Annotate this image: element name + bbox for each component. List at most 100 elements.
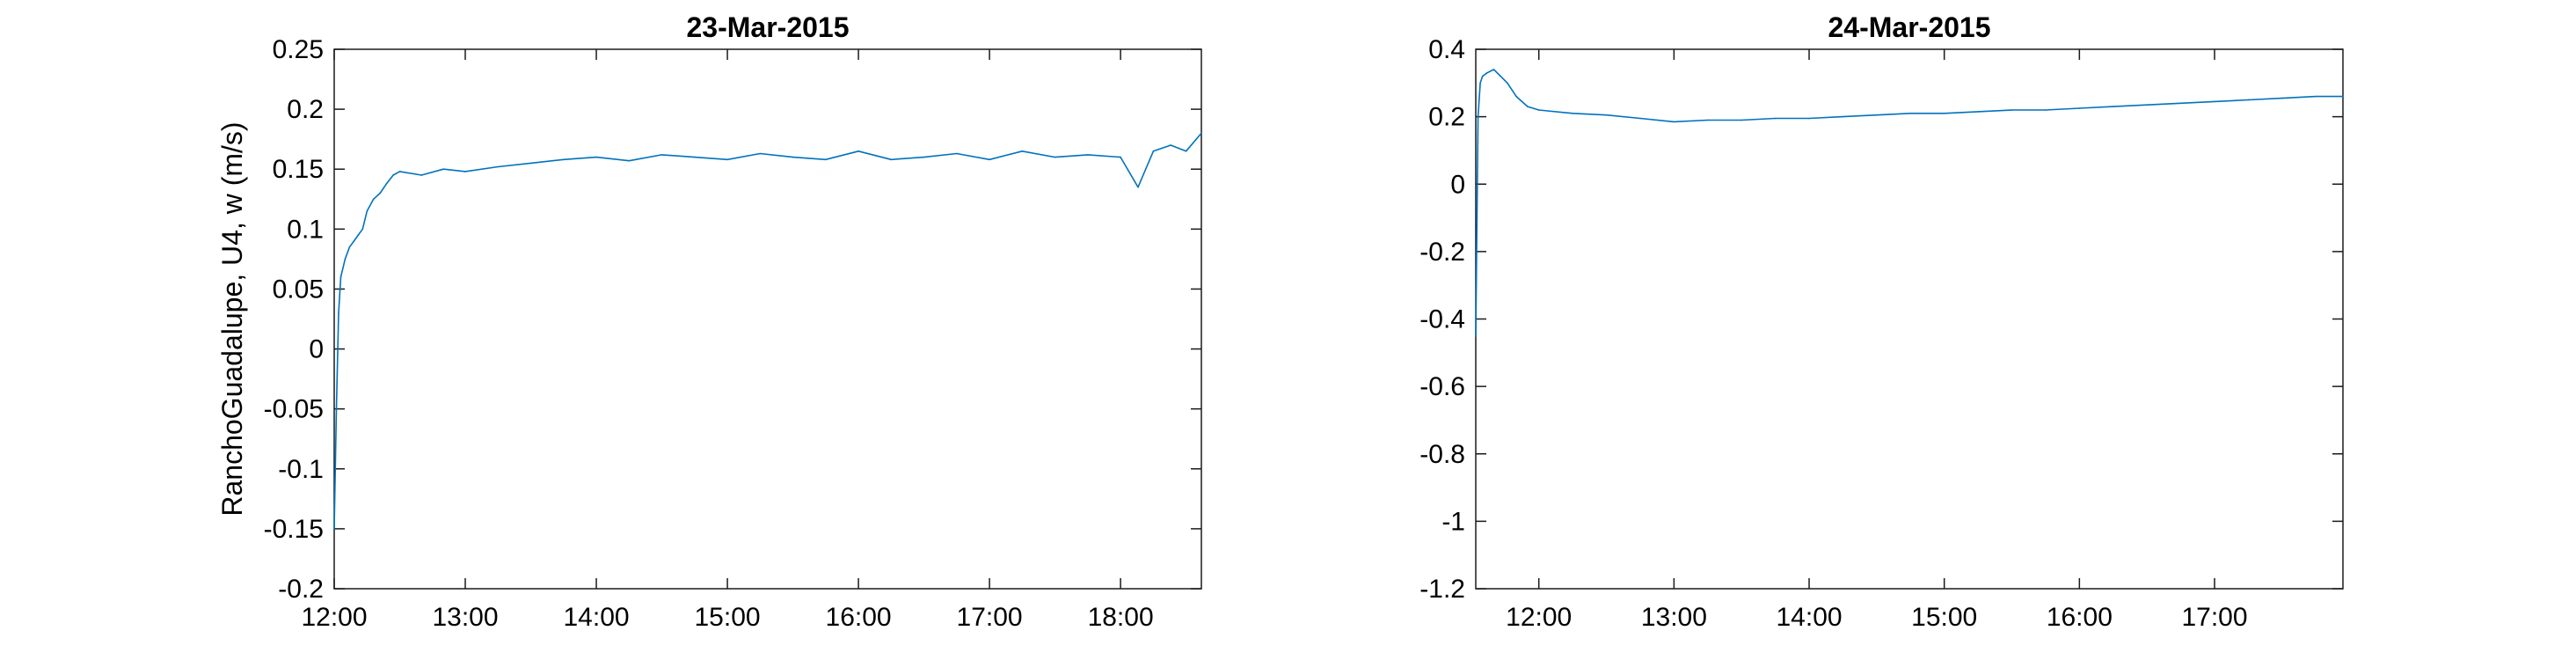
y-tick-label: -1 bbox=[1441, 507, 1465, 536]
data-point bbox=[1842, 115, 1844, 118]
x-tick-label: 17:00 bbox=[2181, 603, 2247, 632]
data-point bbox=[344, 258, 347, 260]
chart-panel-23-mar: 23-Mar-2015 -0.2 -0.15 -0.1 -0.05 0 0.05 0.1 0.1… bbox=[216, 11, 1202, 632]
y-tick-label: 0.4 bbox=[1428, 35, 1465, 64]
data-point bbox=[857, 150, 859, 152]
x-tick-label: 16:00 bbox=[2047, 603, 2113, 632]
x-tick-label: 14:00 bbox=[1776, 603, 1842, 632]
data-point bbox=[2281, 97, 2283, 99]
data-point bbox=[595, 156, 597, 158]
x-tick-label: 18:00 bbox=[1088, 603, 1154, 632]
data-point bbox=[1876, 114, 1878, 116]
data-point bbox=[442, 168, 444, 171]
data-point bbox=[628, 159, 631, 162]
data-point bbox=[2112, 106, 2114, 107]
y-tick-label: 0.15 bbox=[273, 155, 324, 184]
data-point bbox=[366, 210, 369, 212]
data-point bbox=[2214, 100, 2215, 103]
data-point bbox=[2342, 95, 2344, 98]
data-point bbox=[372, 198, 375, 201]
chart-title: 24-Mar-2015 bbox=[1828, 11, 1991, 43]
data-point bbox=[338, 312, 339, 314]
x-tick-label: 12:00 bbox=[1506, 603, 1572, 632]
data-point bbox=[1481, 75, 1484, 77]
data-point bbox=[792, 156, 794, 158]
data-point bbox=[335, 407, 338, 410]
data-point bbox=[1477, 115, 1479, 118]
x-tick-label: 17:00 bbox=[957, 603, 1023, 632]
data-point bbox=[660, 154, 663, 156]
series-line bbox=[1475, 69, 2343, 336]
data-point bbox=[1152, 150, 1155, 152]
data-point bbox=[1120, 156, 1121, 158]
x-tick-label: 13:00 bbox=[432, 603, 498, 632]
y-tick-label: -1.2 bbox=[1419, 575, 1465, 604]
x-tick-label: 14:00 bbox=[563, 603, 629, 632]
data-point bbox=[1808, 117, 1810, 120]
data-point bbox=[398, 171, 401, 172]
data-point bbox=[1605, 114, 1608, 116]
data-point bbox=[420, 174, 423, 176]
y-tick-label: -0.1 bbox=[278, 455, 324, 484]
y-tick-label: -0.05 bbox=[264, 395, 324, 424]
data-point bbox=[956, 152, 958, 155]
y-tick-label: -0.8 bbox=[1419, 440, 1465, 469]
y-tick-label: 0.1 bbox=[287, 215, 324, 244]
data-point bbox=[1673, 121, 1675, 123]
data-point bbox=[923, 156, 925, 158]
data-point bbox=[2010, 109, 2013, 111]
data-point bbox=[2247, 99, 2250, 101]
data-point bbox=[357, 234, 360, 236]
data-point bbox=[2315, 95, 2317, 98]
data-point bbox=[1537, 109, 1540, 111]
y-tick-label: -0.2 bbox=[1419, 238, 1465, 267]
data-point bbox=[333, 528, 335, 530]
y-tick-label: -0.15 bbox=[264, 515, 324, 544]
data-point bbox=[1774, 117, 1777, 120]
data-point bbox=[1021, 150, 1024, 152]
data-point bbox=[1054, 156, 1056, 158]
data-point bbox=[726, 158, 728, 161]
data-point bbox=[339, 276, 342, 278]
x-tick-label: 15:00 bbox=[695, 603, 761, 632]
data-point bbox=[1170, 144, 1172, 146]
data-point bbox=[1492, 69, 1495, 70]
y-tick-label: 0.05 bbox=[273, 275, 324, 304]
data-point bbox=[529, 162, 532, 165]
data-point bbox=[1486, 72, 1488, 74]
data-point bbox=[1507, 82, 1508, 84]
data-point bbox=[1943, 112, 1945, 114]
axes-box bbox=[333, 48, 1202, 590]
data-point bbox=[464, 171, 466, 172]
data-point bbox=[2146, 104, 2148, 106]
data-point bbox=[1572, 112, 1573, 114]
data-point bbox=[1977, 111, 1979, 113]
data-point bbox=[1639, 117, 1641, 120]
x-tick-label: 13:00 bbox=[1641, 603, 1707, 632]
data-point bbox=[890, 158, 893, 161]
chart-panel-24-mar: 24-Mar-2015 -1.2 -1 -0.8 -0.6 -0.4 -0.2 0 0.2 0.4… bbox=[1419, 11, 2344, 632]
data-point bbox=[497, 165, 500, 168]
data-point bbox=[379, 192, 381, 194]
y-tick-label: 0.2 bbox=[1428, 103, 1465, 132]
data-point bbox=[1500, 75, 1501, 77]
y-tick-label: -0.2 bbox=[278, 575, 324, 604]
data-point bbox=[759, 152, 762, 155]
data-point bbox=[1909, 112, 1912, 114]
y-tick-label: 0 bbox=[309, 335, 324, 364]
x-tick-label: 15:00 bbox=[1911, 603, 1977, 632]
y-tick-label: 0 bbox=[1450, 170, 1465, 199]
data-point bbox=[1527, 106, 1529, 107]
y-tick-label: 0.25 bbox=[273, 35, 324, 64]
data-point bbox=[1137, 186, 1139, 188]
data-point bbox=[385, 182, 388, 185]
data-point bbox=[1706, 119, 1709, 121]
data-point bbox=[1479, 82, 1481, 84]
data-point bbox=[348, 246, 351, 248]
data-point bbox=[1515, 95, 1517, 98]
data-point bbox=[392, 174, 394, 176]
data-point bbox=[1200, 132, 1202, 135]
chart-title: 23-Mar-2015 bbox=[687, 11, 850, 43]
y-tick-label: -0.6 bbox=[1419, 372, 1465, 401]
